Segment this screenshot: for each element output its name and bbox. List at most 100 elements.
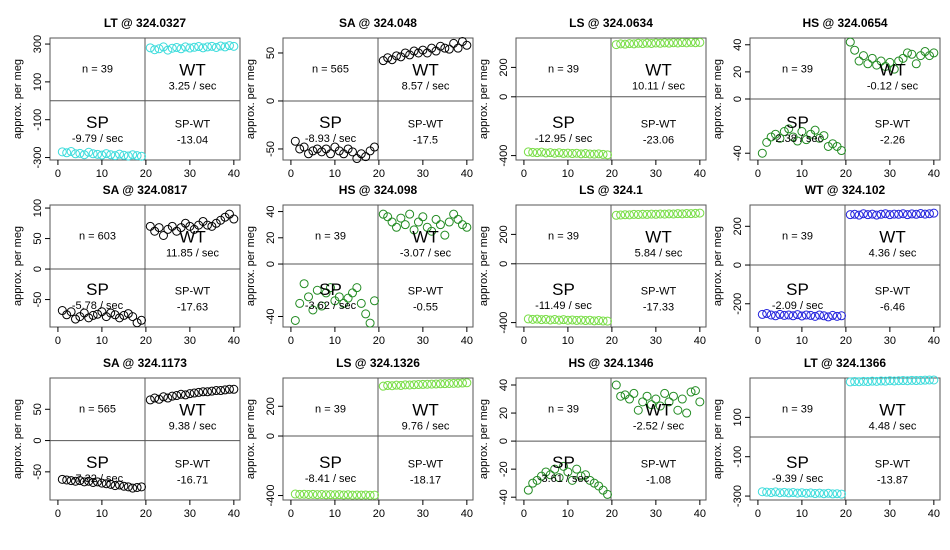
point <box>128 312 138 322</box>
wt-rate: 10.11 / sec <box>632 81 685 93</box>
point <box>916 209 926 219</box>
x-tick-label: 40 <box>461 508 473 520</box>
sp-label: SP <box>319 280 342 299</box>
point <box>810 489 820 499</box>
x-tick-label: 30 <box>184 335 196 347</box>
y-axis-label: approx. per meg <box>478 399 490 479</box>
point <box>793 310 802 320</box>
x-tick-label: 30 <box>417 335 429 347</box>
point <box>356 490 366 500</box>
point <box>664 38 674 48</box>
point <box>326 283 335 293</box>
point <box>136 315 146 325</box>
panel-title: LS @ 324.1326 <box>336 356 420 370</box>
point <box>589 478 599 488</box>
point <box>810 125 820 135</box>
point <box>858 376 868 386</box>
point <box>660 388 670 398</box>
point <box>396 380 406 390</box>
point <box>572 464 582 474</box>
point <box>850 377 860 387</box>
y-tick-label: 100 <box>32 199 44 217</box>
point <box>202 387 212 397</box>
sp-label: SP <box>319 453 342 472</box>
diff-label: SP-WT <box>875 286 911 298</box>
point <box>119 481 129 491</box>
point <box>449 209 459 219</box>
wt-label: WT <box>879 60 905 79</box>
sp-label: SP <box>86 280 109 299</box>
wt-label: WT <box>179 227 205 246</box>
point <box>207 386 217 396</box>
point <box>541 148 551 158</box>
point <box>462 378 472 388</box>
point <box>312 144 322 154</box>
point <box>550 315 560 325</box>
diff-label: SP-WT <box>641 119 677 131</box>
sp-label: SP <box>86 453 109 472</box>
diff-value: -2.26 <box>880 134 905 146</box>
point <box>79 150 89 160</box>
x-tick-label: 0 <box>521 168 527 180</box>
wt-rate: 3.25 / sec <box>169 81 217 93</box>
wt-label: WT <box>879 400 905 419</box>
point <box>594 316 604 326</box>
point <box>106 479 116 489</box>
point <box>585 149 595 159</box>
point <box>119 310 129 320</box>
wt-rate: 9.38 / sec <box>169 421 217 433</box>
point <box>690 386 700 396</box>
point <box>198 43 208 53</box>
point <box>189 388 199 398</box>
point <box>836 146 846 156</box>
point <box>106 150 116 160</box>
point <box>563 315 573 325</box>
y-tick-label: -40 <box>732 145 744 161</box>
point <box>642 209 652 219</box>
point <box>642 391 652 401</box>
y-tick-label: 40 <box>498 379 510 391</box>
x-tick-label: 20 <box>840 168 852 180</box>
diff-label: SP-WT <box>408 119 444 131</box>
point <box>828 310 838 320</box>
point <box>902 48 912 58</box>
point <box>194 387 204 397</box>
point <box>352 154 362 164</box>
point <box>84 476 94 486</box>
x-tick-label: 30 <box>884 168 896 180</box>
point <box>673 405 683 415</box>
point <box>167 391 177 401</box>
y-tick-label: -400 <box>265 485 277 507</box>
point <box>369 142 379 152</box>
point <box>339 490 349 500</box>
x-tick-label: 20 <box>140 168 152 180</box>
point <box>523 314 533 324</box>
point <box>136 151 146 161</box>
point <box>797 127 807 137</box>
point <box>220 385 230 395</box>
point <box>400 48 410 58</box>
point <box>211 42 221 52</box>
point <box>929 208 939 218</box>
sp-rate: -3.62 / sec <box>305 300 357 312</box>
point <box>435 379 445 389</box>
point <box>819 489 829 499</box>
point <box>907 375 917 385</box>
point <box>541 314 551 324</box>
point <box>449 38 459 48</box>
point <box>431 379 441 389</box>
point <box>775 309 785 319</box>
y-axis-label: approx. per meg <box>245 226 257 306</box>
point <box>580 316 590 326</box>
y-axis-label: approx. per meg <box>245 59 257 139</box>
point <box>400 220 410 230</box>
point <box>352 283 362 293</box>
x-tick-label: 20 <box>606 335 618 347</box>
diff-value: -0.55 <box>413 301 438 313</box>
point <box>624 39 634 49</box>
point <box>664 397 674 407</box>
point <box>545 148 555 158</box>
point <box>154 223 164 233</box>
point <box>383 380 393 390</box>
point <box>347 490 357 500</box>
